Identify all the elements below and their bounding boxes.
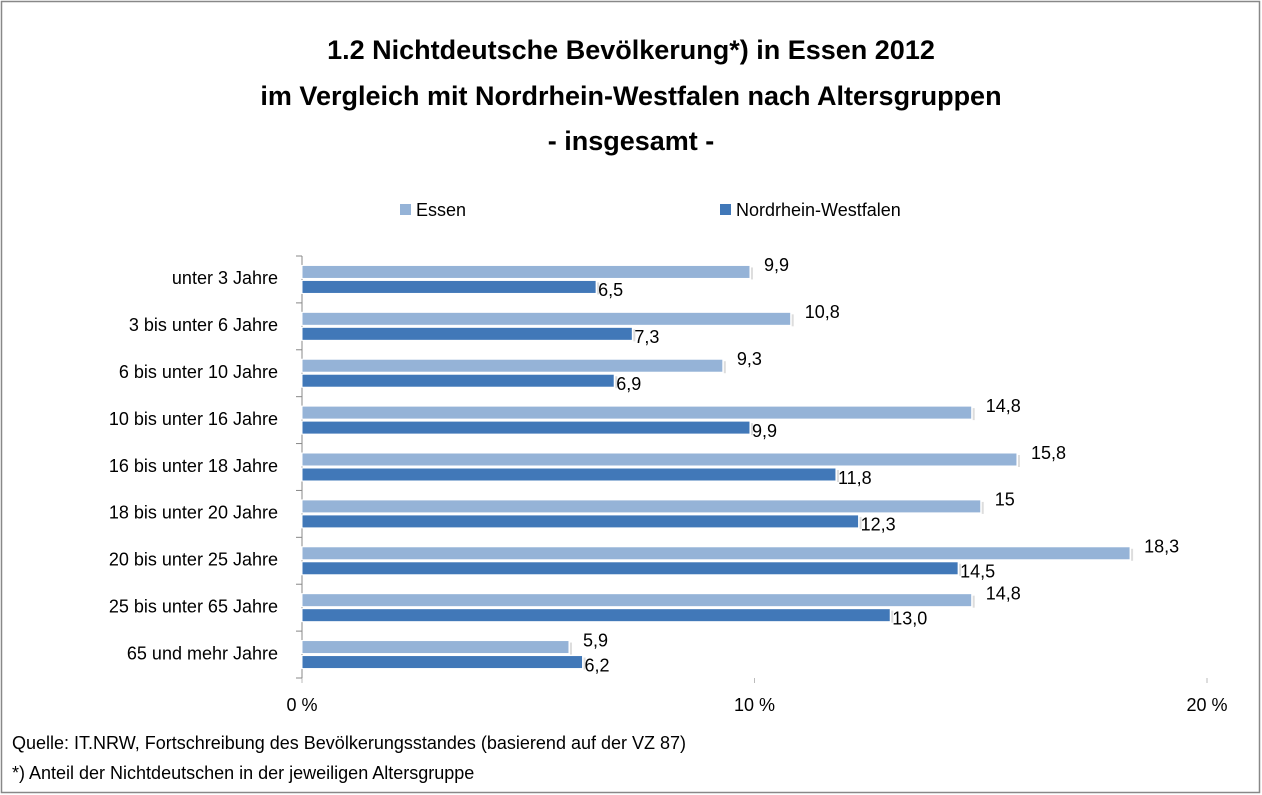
bar xyxy=(301,358,724,373)
data-label: 18,3 xyxy=(1144,537,1179,557)
footnote: *) Anteil der Nichtdeutschen in der jewe… xyxy=(12,763,474,783)
data-label: 6,9 xyxy=(616,374,641,394)
legend-label: Nordrhein-Westfalen xyxy=(736,200,901,220)
data-label: 6,5 xyxy=(598,280,623,300)
legend-swatch xyxy=(720,204,731,215)
bar xyxy=(301,608,891,623)
source-note: Quelle: IT.NRW, Fortschreibung des Bevöl… xyxy=(12,733,686,753)
y-tick-label: 25 bis unter 65 Jahre xyxy=(109,596,278,616)
data-label: 9,9 xyxy=(752,421,777,441)
legend-swatch xyxy=(400,204,411,215)
bar xyxy=(301,640,570,655)
y-tick-label: 3 bis unter 6 Jahre xyxy=(129,315,278,335)
y-tick-label: 6 bis unter 10 Jahre xyxy=(119,362,278,382)
bar xyxy=(301,326,633,341)
data-label: 11,8 xyxy=(838,468,872,488)
x-tick-label: 0 % xyxy=(286,695,317,715)
data-label: 10,8 xyxy=(805,302,840,322)
data-label: 13,0 xyxy=(892,608,927,628)
x-tick-label: 20 % xyxy=(1186,695,1227,715)
bar xyxy=(301,514,860,529)
y-tick-label: 20 bis unter 25 Jahre xyxy=(109,550,278,570)
bar xyxy=(301,499,982,514)
data-label: 14,8 xyxy=(986,396,1021,416)
y-tick-label: 16 bis unter 18 Jahre xyxy=(109,456,278,476)
legend-label: Essen xyxy=(416,200,466,220)
bar xyxy=(301,452,1018,467)
bar xyxy=(301,279,597,294)
chart-title: 1.2 Nichtdeutsche Bevölkerung*) in Essen… xyxy=(327,35,935,65)
bar xyxy=(301,373,615,388)
data-label: 9,3 xyxy=(737,349,762,369)
bar xyxy=(301,655,584,670)
data-label: 14,8 xyxy=(986,583,1021,603)
data-label: 15 xyxy=(995,490,1015,510)
bar xyxy=(301,405,973,420)
bar xyxy=(301,593,973,608)
y-tick-label: 10 bis unter 16 Jahre xyxy=(109,409,278,429)
data-label: 15,8 xyxy=(1031,443,1066,463)
bar xyxy=(301,561,959,576)
x-tick-label: 10 % xyxy=(734,695,775,715)
data-label: 6,2 xyxy=(585,655,610,675)
data-label: 5,9 xyxy=(583,630,608,650)
bar xyxy=(301,420,751,435)
y-tick-label: unter 3 Jahre xyxy=(172,268,278,288)
data-label: 14,5 xyxy=(960,562,995,582)
y-tick-label: 18 bis unter 20 Jahre xyxy=(109,503,278,523)
y-tick-label: 65 und mehr Jahre xyxy=(127,643,278,663)
data-label: 12,3 xyxy=(861,515,896,535)
bar xyxy=(301,264,751,279)
chart-title: im Vergleich mit Nordrhein-Westfalen nac… xyxy=(260,81,1001,111)
bar xyxy=(301,546,1131,561)
chart-title: - insgesamt - xyxy=(548,126,715,156)
data-label: 7,3 xyxy=(634,327,659,347)
bar xyxy=(301,467,837,482)
data-label: 9,9 xyxy=(764,255,789,275)
bar xyxy=(301,311,792,326)
